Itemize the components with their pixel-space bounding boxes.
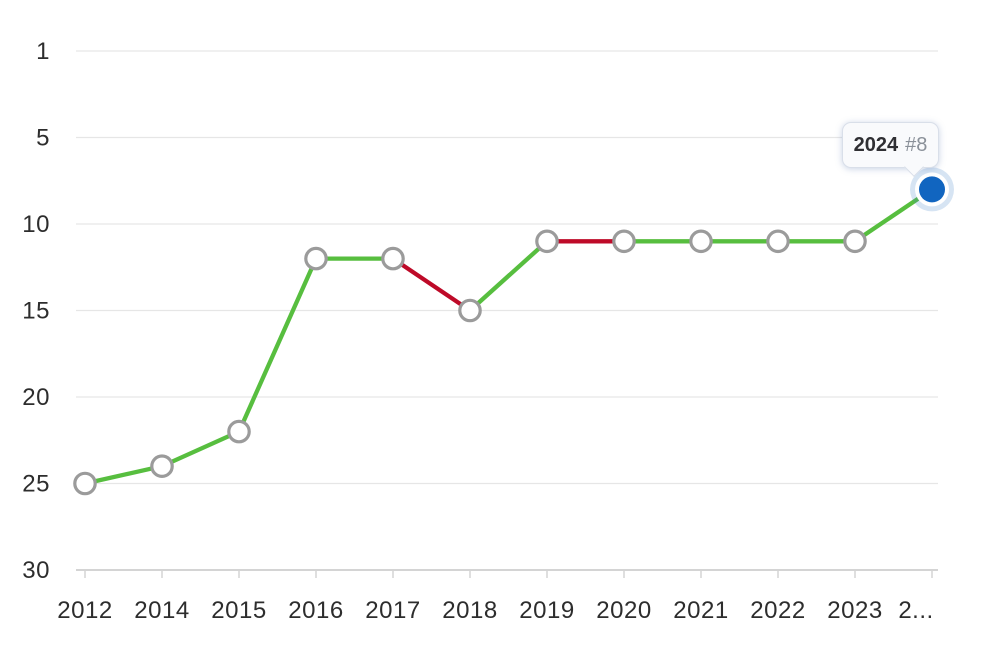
x-axis-label: 2019	[519, 597, 574, 624]
x-axis-label: 2022	[750, 597, 805, 624]
y-axis-label: 20	[22, 384, 50, 411]
data-point-marker[interactable]	[150, 454, 174, 478]
y-axis-label: 30	[22, 557, 50, 584]
x-axis-label: 2021	[673, 597, 728, 624]
y-axis-label: 25	[22, 471, 50, 498]
line-segment	[82, 464, 165, 486]
data-point-marker[interactable]	[843, 229, 867, 254]
data-point-marker[interactable]	[458, 298, 482, 323]
data-point-marker[interactable]	[304, 246, 328, 271]
data-point-marker[interactable]	[766, 229, 790, 254]
data-point-marker[interactable]	[535, 229, 559, 254]
data-point-marker[interactable]	[689, 229, 713, 254]
data-point-marker[interactable]	[73, 471, 97, 496]
tooltip-year: 2024	[853, 133, 899, 156]
x-axis-label: 2012	[57, 597, 112, 624]
data-point-marker[interactable]	[381, 246, 405, 271]
x-axis-label: 2016	[288, 597, 343, 624]
line-segment	[236, 256, 319, 434]
tooltip: 2024 #8	[842, 122, 939, 177]
data-point-marker[interactable]	[612, 229, 636, 254]
x-axis-label: 2023	[827, 597, 882, 624]
x-axis-label: 2014	[134, 597, 189, 624]
data-point-marker[interactable]	[227, 419, 251, 444]
line-segment	[467, 239, 550, 313]
highlight-point[interactable]	[919, 176, 945, 203]
tooltip-rank: #8	[905, 133, 928, 156]
line-segment	[159, 429, 242, 469]
line-segment	[390, 256, 473, 313]
x-axis-label: 2018	[442, 597, 497, 624]
x-axis-label: 2...	[898, 597, 933, 624]
y-axis-label: 10	[22, 211, 50, 238]
x-axis-label: 2020	[596, 597, 651, 624]
x-axis-label: 2015	[211, 597, 266, 624]
y-axis-label: 1	[36, 38, 50, 65]
y-axis-label: 5	[36, 125, 50, 152]
y-axis-label: 15	[22, 298, 50, 325]
x-axis-label: 2017	[365, 597, 420, 624]
